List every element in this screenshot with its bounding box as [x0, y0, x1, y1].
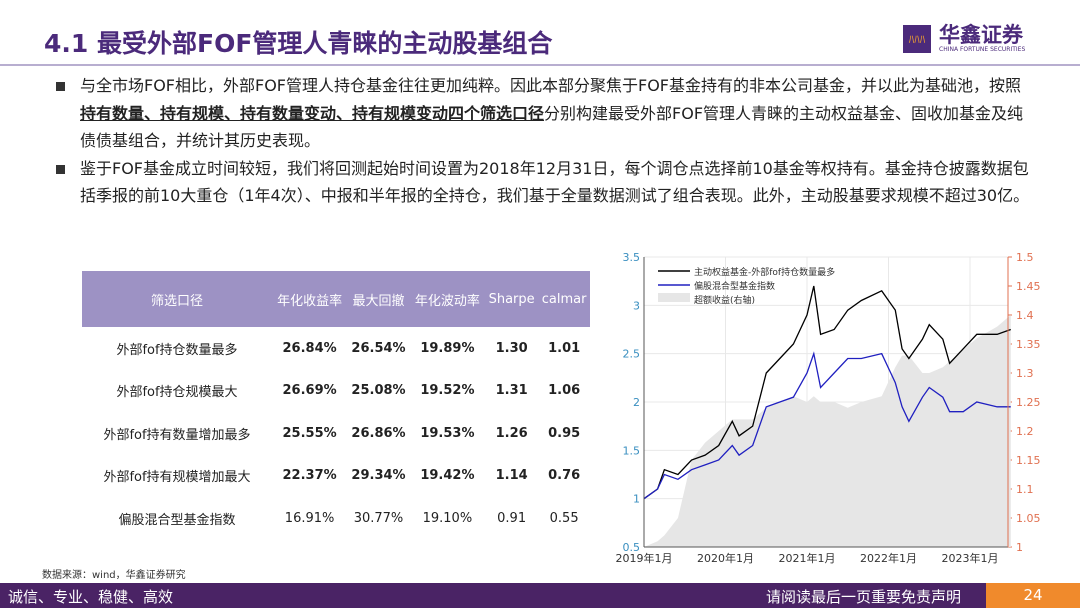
- table-cell: 1.31: [495, 383, 528, 399]
- performance-table: 筛选口径 年化收益率 最大回撤 年化波动率 Sharpe calmar 外部fof持仓数量最…: [82, 271, 590, 540]
- table-cell: 22.37%: [282, 468, 337, 484]
- column-header: Sharpe: [485, 271, 539, 327]
- column-header: 筛选口径: [82, 271, 272, 327]
- bullets: 与全市场FOF相比，外部FOF管理人持仓基金往往更加纯粹。因此本部分聚焦于FOF…: [52, 72, 1032, 210]
- data-source: 数据来源：wind，华鑫证券研究: [42, 570, 186, 581]
- table-cell: 16.91%: [284, 510, 335, 526]
- y2-tick-label: 1.35: [1016, 338, 1041, 351]
- logo-icon: ﾊﾊﾊ: [903, 24, 931, 53]
- legend-label: 偏股混合型基金指数: [694, 280, 775, 292]
- column-header: 年化收益率: [272, 271, 348, 327]
- y-tick-label: 2: [633, 396, 640, 409]
- table-cell: 19.10%: [422, 510, 473, 526]
- table-cell: 外部fof持有数量增加最多: [103, 427, 251, 443]
- table-cell: 19.42%: [420, 468, 475, 484]
- bullet-2: 鉴于FOF基金成立时间较短，我们将回测起始时间设置为2018年12月31日，每个…: [52, 155, 1032, 210]
- y-tick-label: 3.5: [623, 251, 641, 264]
- x-tick-label: 2021年1月: [779, 551, 836, 565]
- y2-tick-label: 1.5: [1016, 251, 1034, 264]
- table-cell: 25.55%: [282, 425, 337, 441]
- table-cell: 1.26: [495, 425, 528, 441]
- table-cell: 外部fof持仓数量最多: [116, 342, 238, 358]
- logo-cn: 华鑫证券: [939, 23, 1023, 47]
- table-cell: 19.52%: [420, 383, 475, 399]
- y-tick-label: 3: [633, 299, 640, 312]
- y-tick-label: 1.5: [623, 444, 641, 457]
- divider: [0, 64, 1080, 66]
- table-cell: 外部fof持有规模增加最大: [103, 470, 251, 486]
- table-cell: 19.89%: [420, 340, 475, 356]
- series-line-1: [643, 351, 1011, 500]
- bold-text: 持有数量、持有规模、持有数量变动、持有规模变动四个筛选口径: [80, 103, 545, 123]
- series-line-0: [643, 285, 1011, 500]
- y2-tick-label: 1.4: [1016, 309, 1034, 322]
- y-tick-label: 1: [633, 493, 640, 506]
- table-cell: 1.14: [495, 468, 528, 484]
- page-title: 4.1 最受外部FOF管理人青睐的主动股基组合: [44, 29, 553, 58]
- y2-tick-label: 1.15: [1016, 454, 1041, 467]
- table-cell: 1.30: [495, 340, 528, 356]
- legend-swatch: [658, 293, 690, 302]
- table-cell: 0.95: [548, 425, 581, 441]
- y2-tick-label: 1.25: [1016, 396, 1041, 409]
- y2-tick-label: 1.05: [1016, 512, 1041, 525]
- table-cell: 0.91: [497, 510, 527, 526]
- table-cell: 1.01: [548, 340, 581, 356]
- y-tick-label: 0.5: [623, 541, 641, 554]
- legend-label: 超额收益(右轴): [694, 294, 755, 306]
- table-row: 外部fof持有数量增加最多 25.55% 26.86% 19.53% 1.26 0.95: [82, 412, 590, 455]
- y2-tick-label: 1.2: [1016, 425, 1034, 438]
- footer-slogan: 诚信、专业、稳健、高效: [8, 588, 174, 606]
- table-cell: 26.84%: [282, 340, 337, 356]
- column-header: 最大回撤: [347, 271, 410, 327]
- table-row: 外部fof持仓数量最多 26.84% 26.54% 19.89% 1.30 1.01: [82, 327, 590, 370]
- bullet-1: 与全市场FOF相比，外部FOF管理人持仓基金往往更加纯粹。因此本部分聚焦于FOF…: [52, 72, 1032, 155]
- y2-tick-label: 1.3: [1016, 367, 1034, 380]
- table-row: 偏股混合型基金指数 16.91% 30.77% 19.10% 0.91 0.55: [82, 497, 590, 540]
- column-header: calmar: [538, 271, 590, 327]
- table-cell: 0.55: [549, 510, 579, 526]
- table-cell: 0.76: [548, 468, 581, 484]
- page-number: 24: [986, 583, 1080, 608]
- table-cell: 外部fof持仓规模最大: [116, 385, 238, 401]
- logo: ﾊﾊﾊ 华鑫证券 CHINA FORTUNE SECURITIES: [903, 24, 1025, 53]
- y2-tick-label: 1.1: [1016, 483, 1034, 496]
- table-cell: 30.77%: [353, 510, 404, 526]
- text: 分别构建最受外部FOF管理人青睐的主动权益基金、固收加基金及纯债债基组合，并统计…: [80, 103, 1024, 151]
- y2-tick-label: 1.45: [1016, 280, 1041, 293]
- x-tick-label: 2019年1月: [616, 551, 673, 565]
- excess-return-area: [644, 315, 1011, 547]
- logo-en: CHINA FORTUNE SECURITIES: [939, 46, 1026, 53]
- table-cell: 25.08%: [351, 383, 406, 399]
- footer: 诚信、专业、稳健、高效 请阅读最后一页重要免责声明 24: [0, 583, 1080, 608]
- x-tick-label: 2023年1月: [942, 551, 999, 565]
- column-header: 年化波动率: [409, 271, 485, 327]
- table-cell: 偏股混合型基金指数: [118, 512, 236, 528]
- x-tick-label: 2020年1月: [697, 551, 754, 565]
- table-row: 外部fof持仓规模最大 26.69% 25.08% 19.52% 1.31 1.06: [82, 370, 590, 413]
- x-tick-label: 2022年1月: [860, 551, 917, 565]
- y2-tick-label: 1: [1016, 541, 1023, 554]
- disclaimer-note: 请阅读最后一页重要免责声明: [766, 588, 962, 606]
- table-cell: 29.34%: [351, 468, 406, 484]
- legend-label: 主动权益基金-外部fof持仓数量最多: [694, 266, 835, 278]
- table-cell: 19.53%: [420, 425, 475, 441]
- y-tick-label: 2.5: [623, 348, 641, 361]
- table-cell: 26.54%: [351, 340, 406, 356]
- text: 与全市场FOF相比，外部FOF管理人持仓基金往往更加纯粹。因此本部分聚焦于FOF…: [80, 76, 1022, 95]
- text: 鉴于FOF基金成立时间较短，我们将回测起始时间设置为2018年12月31日，每个…: [80, 158, 1030, 206]
- table-cell: 26.86%: [351, 425, 406, 441]
- table-row: 外部fof持有规模增加最大 22.37% 29.34% 19.42% 1.14 0.76: [82, 455, 590, 498]
- performance-chart: 0.5 1 1.5 2 2.5 3 3.5 2019年1月 2020年1月 2021年1月 2022…: [616, 251, 1041, 565]
- table-cell: 26.69%: [282, 383, 337, 399]
- table-cell: 1.06: [548, 383, 581, 399]
